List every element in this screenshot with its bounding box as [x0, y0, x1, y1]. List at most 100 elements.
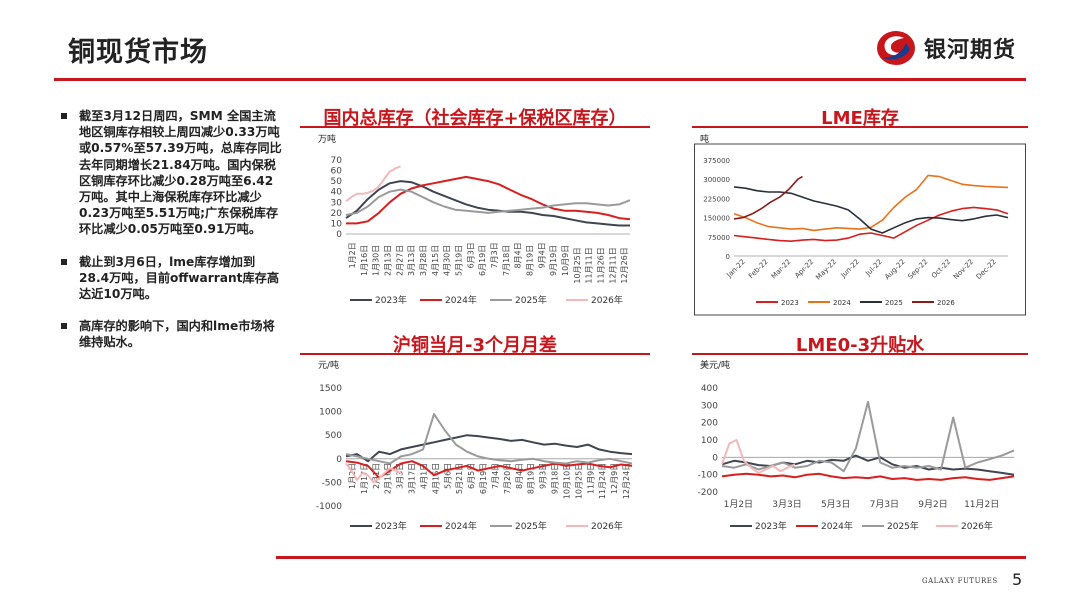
series-line-2024年 [721, 472, 1015, 481]
domestic-inventory-title: 国内总库存（社会库存+保税区库存） [323, 108, 627, 129]
y-tick-label: -200 [698, 488, 719, 498]
series-line-2026年 [345, 462, 402, 484]
lme-title-underline [692, 126, 1028, 128]
bullet-square-icon [61, 323, 67, 330]
legend-label: 2023 [781, 299, 799, 307]
x-tick-label: 4月16日 [431, 463, 440, 494]
y-tick-label: 0 [336, 455, 342, 465]
y-tick-label: 70 [331, 156, 343, 166]
x-tick-label: 6月3日 [466, 242, 475, 268]
x-tick-label: Jul-22 [863, 258, 883, 278]
x-tick-label: 5月19日 [454, 245, 463, 276]
x-tick-label: 9月2日 [918, 499, 947, 510]
x-tick-label: May-22 [814, 258, 838, 282]
series-line-2026 [733, 175, 803, 220]
footer-brand: GALAXY FUTURES [922, 577, 998, 585]
series-line-2025 [733, 186, 1009, 234]
bullet-text: 截止到3月6日，lme库存增加到28.4万吨，目前offwarrant库存高达近… [79, 254, 280, 302]
x-tick-label: 4月30日 [443, 245, 452, 276]
chart-border [694, 143, 1026, 316]
lme-inventory-title: LME库存 [821, 108, 899, 129]
x-tick-label: 10月10日 [562, 463, 571, 499]
x-tick-label: 12月26日 [620, 247, 629, 283]
x-tick-label: Dec-22 [975, 258, 998, 281]
basis-title: LME0-3升贴水 [795, 335, 925, 356]
y-tick-label: 200 [701, 419, 718, 429]
y-unit-label: 元/吨 [318, 359, 339, 371]
y-tick-label: 75000 [708, 234, 730, 242]
legend-label: 2023年 [755, 520, 787, 532]
y-tick-label: 1500 [319, 384, 342, 394]
y-tick-label: 0 [336, 230, 342, 240]
x-tick-label: 4月15日 [431, 245, 440, 276]
x-tick-label: 5月6日 [443, 463, 452, 489]
x-tick-label: Oct-22 [930, 258, 952, 280]
bullet-list: 截至3月12日周四，SMM 全国主流地区铜库存相较上周四减少0.33万吨或0.5… [60, 108, 282, 367]
x-tick-label: 11月2日 [964, 499, 999, 510]
x-tick-label: Aug-22 [883, 258, 906, 281]
list-item: 截止到3月6日，lme库存增加到28.4万吨，目前offwarrant库存高达近… [60, 254, 282, 303]
x-tick-label: 2月27日 [395, 245, 404, 276]
legend-label: 2026 [937, 299, 955, 307]
series-line-2024年 [346, 175, 631, 225]
x-tick-label: 2月16日 [384, 463, 393, 494]
x-tick-label: 3月3日 [772, 499, 801, 510]
y-tick-label: 30 [331, 198, 343, 208]
y-tick-label: 10 [331, 219, 343, 229]
x-tick-label: 9月18日 [551, 463, 560, 494]
bullet-text: 高库存的影响下，国内和lme市场将维持贴水。 [79, 319, 275, 350]
x-tick-label: 12月24日 [622, 463, 631, 499]
list-item: 高库存的影响下，国内和lme市场将维持贴水。 [60, 318, 282, 350]
y-unit-label: 美元/吨 [700, 359, 730, 371]
y-tick-label: 300 [701, 401, 718, 411]
brand-logo: 银河期货 [876, 28, 1016, 68]
y-tick-label: 50 [331, 177, 343, 187]
x-tick-label: 11月9日 [586, 463, 595, 494]
y-unit-label: 吨 [700, 133, 709, 145]
y-tick-label: 150000 [703, 215, 730, 223]
legend-label: 2024年 [445, 520, 477, 532]
series-line-2026年 [721, 439, 796, 474]
legend-label: 2025年 [887, 520, 919, 532]
x-tick-label: 1月2日 [348, 463, 357, 489]
y-tick-label: -100 [698, 471, 719, 481]
spread-title: 沪铜当月-3个月月差 [393, 335, 557, 356]
x-tick-label: 7月18日 [502, 245, 511, 276]
x-tick-label: 1月30日 [372, 245, 381, 276]
legend-label: 2026年 [961, 520, 993, 532]
y-tick-label: -500 [322, 478, 343, 488]
series-line-2023年 [345, 434, 633, 463]
x-tick-label: 1月16日 [360, 245, 369, 276]
x-tick-label: Mar-22 [770, 258, 793, 281]
series-line-2026年 [345, 165, 401, 202]
x-tick-label: 5月3日 [821, 499, 850, 510]
legend-label: 2025年 [515, 520, 547, 532]
x-tick-label: 7月3日 [490, 242, 499, 268]
x-tick-label: 11月11日 [585, 247, 594, 283]
x-tick-label: 10月9日 [561, 245, 570, 276]
bullet-text: 截至3月12日周四，SMM 全国主流地区铜库存相较上周四减少0.33万吨或0.5… [79, 109, 282, 237]
y-tick-label: 400 [701, 384, 718, 394]
legend-label: 2025年 [515, 294, 547, 306]
series-line-2023年 [345, 180, 630, 227]
header-divider [54, 78, 1026, 81]
x-tick-label: 6月19日 [479, 463, 488, 494]
x-tick-label: Sep-22 [906, 258, 929, 281]
legend-label: 2026年 [591, 520, 623, 532]
x-tick-label: 8月4日 [515, 463, 524, 489]
x-tick-label: Feb-22 [747, 258, 770, 281]
x-tick-label: 3月17日 [408, 463, 417, 494]
x-tick-label: 8月19日 [527, 463, 536, 494]
y-tick-label: 0 [712, 453, 718, 463]
y-tick-label: -1000 [316, 502, 342, 512]
x-tick-label: 10月25日 [574, 463, 583, 499]
x-tick-label: 9月3日 [539, 463, 548, 489]
legend-label: 2023年 [375, 520, 407, 532]
x-tick-label: 2月13日 [383, 245, 392, 276]
series-line-2025年 [721, 400, 1015, 473]
y-unit-label: 万吨 [318, 133, 336, 145]
x-tick-label: 10月25日 [573, 247, 582, 283]
x-tick-label: 6月5日 [467, 463, 476, 489]
series-line-2023 [733, 206, 1009, 242]
